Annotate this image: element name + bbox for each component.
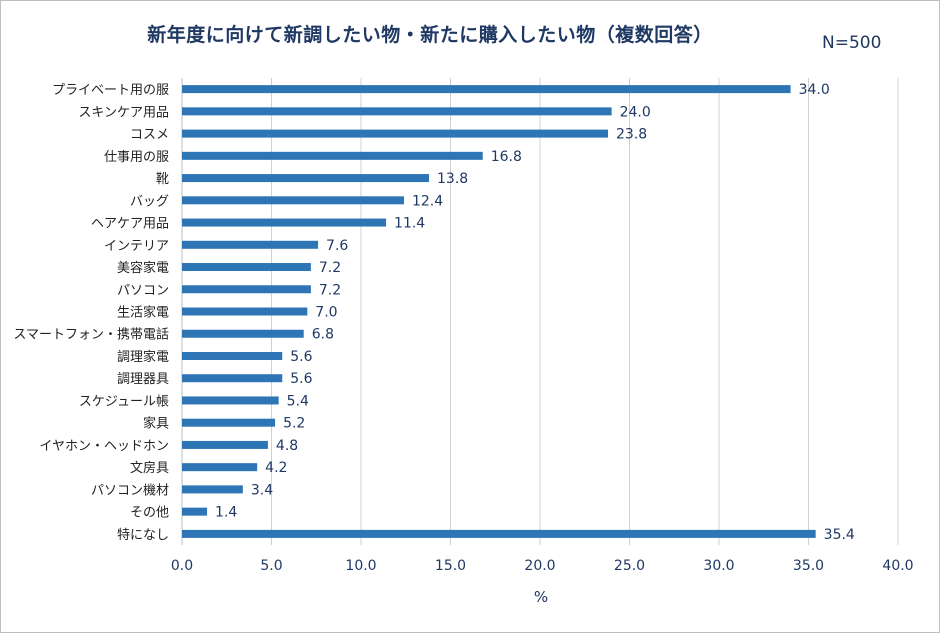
- bar: [182, 329, 304, 338]
- x-tick-label: 40.0: [882, 558, 913, 574]
- bar: [182, 529, 816, 538]
- bar: [182, 440, 268, 449]
- value-label: 1.4: [215, 505, 237, 521]
- x-axis-ticks: 0.0 5.0 10.0 15.0 20.0 25.0 30.0 35.0 40.0: [171, 558, 914, 574]
- x-tick-label: 0.0: [171, 558, 193, 574]
- x-tick-label: 5.0: [260, 558, 282, 574]
- category-label: パソコン機材: [91, 483, 169, 498]
- x-tick-label: 10.0: [345, 558, 376, 574]
- bar: [182, 507, 208, 516]
- value-label: 35.4: [824, 527, 855, 543]
- bar: [182, 218, 387, 227]
- bar: [182, 129, 609, 138]
- category-label: 家具: [143, 416, 169, 432]
- category-label: バッグ: [130, 194, 169, 209]
- value-label: 3.4: [251, 482, 273, 498]
- x-tick-label: 15.0: [435, 558, 466, 574]
- bar: [182, 485, 243, 494]
- bar: [182, 463, 258, 472]
- category-label: 生活家電: [117, 305, 169, 321]
- bar: [182, 307, 308, 316]
- x-tick-label: 30.0: [703, 558, 734, 574]
- value-label: 6.8: [312, 327, 334, 343]
- chart-title: 新年度に向けて新調したい物・新たに購入したい物（複数回答）: [0, 20, 940, 47]
- bar: [182, 151, 483, 160]
- x-tick-label: 20.0: [524, 558, 555, 574]
- value-label: 7.2: [319, 260, 341, 276]
- value-label: 5.6: [290, 349, 312, 365]
- bar: [182, 263, 311, 272]
- chart-title-text: 新年度に向けて新調したい物・新たに購入したい物（複数回答）: [147, 24, 713, 46]
- bar: [182, 396, 279, 405]
- category-label: 調理家電: [117, 349, 169, 365]
- value-label: 7.0: [315, 305, 337, 321]
- category-label: インテリア: [104, 239, 169, 254]
- value-labels: 34.0 24.0 23.8 16.8 13.8 12.4 11.4 7.6 7.2 7.2 7.0…: [215, 82, 855, 543]
- category-label: 調理器具: [117, 372, 169, 387]
- value-label: 16.8: [491, 149, 522, 165]
- value-label: 34.0: [799, 82, 830, 98]
- category-label: スマートフォン・携帯電話: [13, 327, 169, 343]
- category-label: 美容家電: [117, 260, 169, 276]
- category-label: 仕事用の服: [104, 150, 169, 165]
- value-label: 24.0: [620, 104, 651, 120]
- bar: [182, 285, 311, 294]
- category-label: ヘアケア用品: [91, 217, 169, 232]
- category-label: スケジュール帳: [79, 394, 169, 409]
- x-tick-label: 25.0: [614, 558, 645, 574]
- value-label: 4.2: [265, 460, 287, 476]
- value-label: 11.4: [394, 216, 425, 232]
- category-label: スキンケア用品: [78, 105, 169, 120]
- bar: [182, 196, 404, 205]
- category-label: 文房具: [130, 460, 169, 476]
- category-label: コスメ: [130, 128, 169, 143]
- sample-size-label: N=500: [822, 33, 882, 53]
- value-label: 12.4: [412, 193, 443, 209]
- bar: [182, 374, 283, 383]
- category-label: 特になし: [117, 528, 169, 543]
- category-label: パソコン: [117, 283, 169, 298]
- bar: [182, 107, 612, 116]
- value-label: 7.6: [326, 238, 348, 254]
- bar: [182, 85, 791, 94]
- bar: [182, 418, 276, 427]
- category-label: その他: [130, 506, 169, 521]
- category-label: プライベート用の服: [52, 83, 169, 98]
- bar: [182, 351, 283, 360]
- value-label: 7.2: [319, 282, 341, 298]
- bars: [182, 85, 816, 538]
- value-label: 5.2: [283, 416, 305, 432]
- bar: [182, 240, 319, 249]
- x-tick-label: 35.0: [793, 558, 824, 574]
- value-label: 5.6: [290, 371, 312, 387]
- category-label: 靴: [156, 172, 169, 187]
- category-labels: プライベート用の服スキンケア用品コスメ仕事用の服靴バッグヘアケア用品インテリア美…: [13, 83, 169, 543]
- value-label: 23.8: [616, 127, 647, 143]
- category-label: イヤホン・ヘッドホン: [39, 439, 169, 454]
- value-label: 13.8: [437, 171, 468, 187]
- bar: [182, 174, 430, 183]
- value-label: 5.4: [287, 393, 309, 409]
- value-label: 4.8: [276, 438, 298, 454]
- x-axis-title: %: [534, 588, 548, 606]
